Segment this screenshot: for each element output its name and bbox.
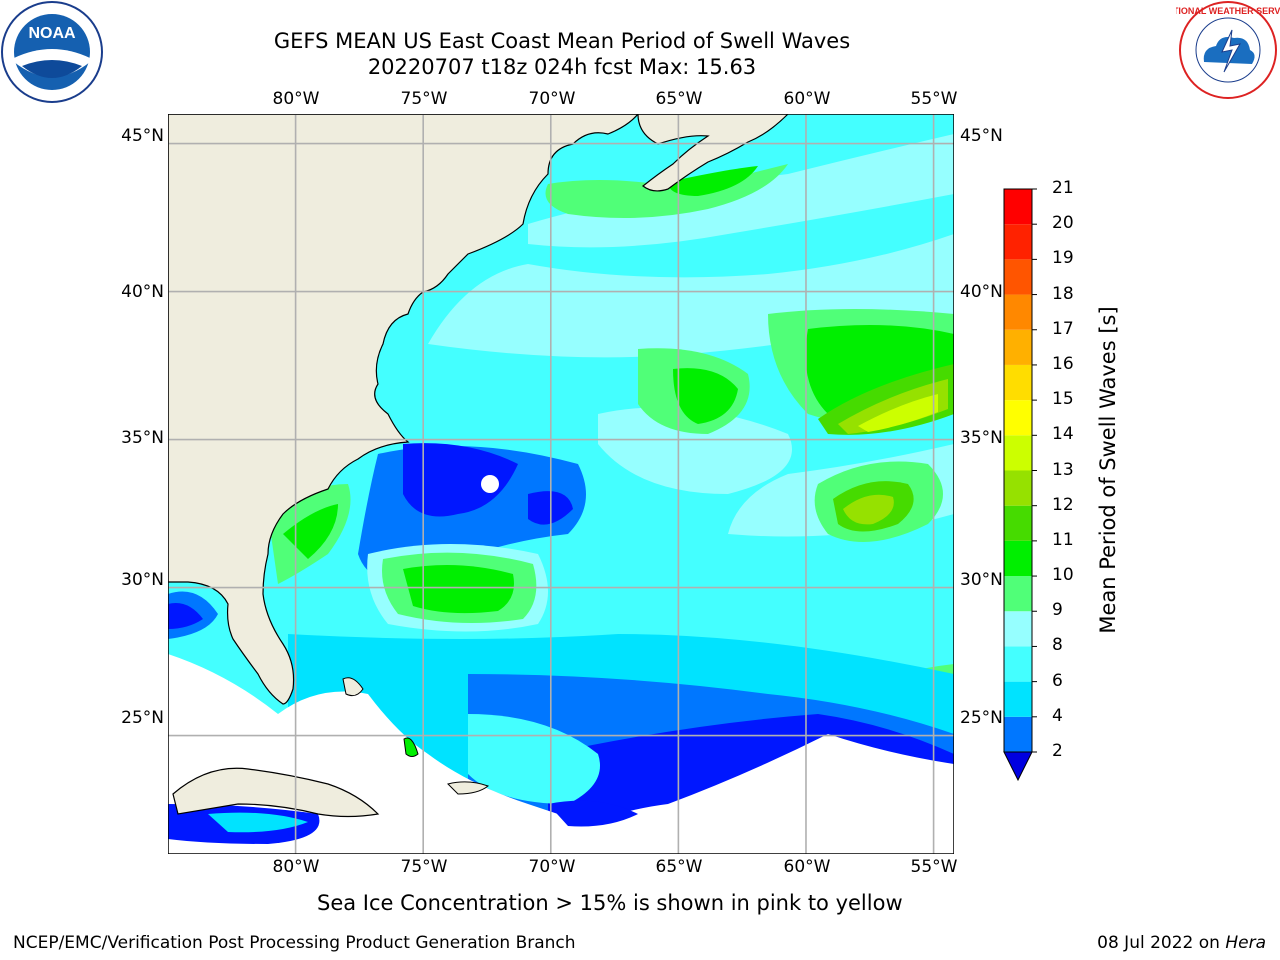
contour-8-9-b <box>598 407 792 494</box>
colorbar-segment <box>1004 189 1032 225</box>
low-period-cuba-b <box>208 812 308 833</box>
lon-tick-bottom: 75°W <box>400 857 448 877</box>
lat-tick-left: 45°N <box>121 126 164 146</box>
lat-tick-right: 25°N <box>960 708 1003 728</box>
lat-tick-left: 25°N <box>121 708 164 728</box>
low-period-fl2 <box>168 603 203 629</box>
lon-tick-bottom: 70°W <box>528 857 576 877</box>
lat-tick-right: 30°N <box>960 570 1003 590</box>
contour-10-11-c <box>673 368 738 424</box>
colorbar-tick-label: 8 <box>1052 635 1063 656</box>
colorbar-segment <box>1004 681 1032 717</box>
contour-10-11-coast <box>283 504 338 559</box>
lon-tick-top: 80°W <box>272 89 320 109</box>
land-andros <box>403 737 419 757</box>
sea-ice-caption: Sea Ice Concentration > 15% is shown in … <box>317 891 903 915</box>
colorbar-tick-label: 14 <box>1052 424 1074 445</box>
colorbar-segment <box>1004 329 1032 365</box>
lat-tick-right: 40°N <box>960 282 1003 302</box>
land-bahamas <box>342 677 364 697</box>
footer-host: Hera <box>1225 933 1266 953</box>
colorbar-segment <box>1004 435 1032 471</box>
contour-10-11-north <box>668 166 758 196</box>
contour-12-13-ne <box>838 379 948 434</box>
lon-tick-bottom: 80°W <box>272 857 320 877</box>
contour-9-10-north <box>545 164 788 218</box>
lon-tick-bottom: 60°W <box>783 857 831 877</box>
colorbar-tick-label: 4 <box>1052 705 1063 726</box>
colorbar-segment <box>1004 294 1032 330</box>
swell-period-map <box>168 114 954 854</box>
colorbar-segment <box>1004 505 1032 541</box>
lon-tick-bottom: 65°W <box>655 857 703 877</box>
colorbar-tick-label: 13 <box>1052 459 1074 480</box>
lon-tick-bottom: 55°W <box>910 857 958 877</box>
colorbar-tick-label: 2 <box>1052 741 1063 761</box>
colorbar-tick-label: 16 <box>1052 353 1074 374</box>
no-data-se <box>548 734 954 854</box>
colorbar-segment <box>1004 470 1032 506</box>
colorbar-segment <box>1004 576 1032 612</box>
colorbar-segment <box>1004 224 1032 260</box>
land-canada <box>637 114 789 192</box>
nws-logo: NATIONAL WEATHER SERVICE <box>1176 1 1280 99</box>
colorbar-segment <box>1004 611 1032 647</box>
colorbar-tick-label: 15 <box>1052 389 1074 410</box>
contour-4-6-s2 <box>468 714 600 804</box>
colorbar-segment <box>1004 400 1032 436</box>
noaa-logo-text: NOAA <box>28 25 76 42</box>
noaa-logo: NOAA <box>1 1 103 103</box>
land-cuba <box>172 767 380 818</box>
lat-tick-right: 45°N <box>960 126 1003 146</box>
no-data-hole <box>481 475 499 493</box>
nws-logo-text: NATIONAL WEATHER SERVICE <box>1176 6 1280 16</box>
colorbar-tick-label: 18 <box>1052 283 1074 304</box>
colorbar-tick-label: 21 <box>1052 178 1074 198</box>
colorbar-extend <box>1003 751 1033 782</box>
colorbar-tick-label: 19 <box>1052 248 1074 269</box>
contour-10-11-w <box>403 565 514 614</box>
colorbar-segment <box>1004 716 1032 752</box>
colorbar-tick-label: 17 <box>1052 318 1074 339</box>
graticule <box>168 114 954 854</box>
lat-tick-right: 35°N <box>960 428 1003 448</box>
chart-subtitle: 20220707 t18z 024h fcst Max: 15.63 <box>367 55 757 79</box>
footer-date: 08 Jul 2022 on <box>1097 933 1226 953</box>
lon-tick-top: 75°W <box>400 89 448 109</box>
colorbar-tick-label: 11 <box>1052 529 1074 550</box>
colorbar-tick-label: 9 <box>1052 600 1063 621</box>
land-hispaniola <box>447 781 490 795</box>
contour-12-13-e <box>843 494 894 525</box>
contour-13-14-ne <box>858 394 938 432</box>
lon-tick-top: 65°W <box>655 89 703 109</box>
colorbar <box>1003 188 1037 782</box>
colorbar-segment <box>1004 646 1032 682</box>
contour-2-4-core <box>403 443 518 517</box>
low-period-edge <box>548 800 638 827</box>
lat-tick-left: 40°N <box>121 282 164 302</box>
colorbar-tick-labels: 2 4 6 8 9 10 11 12 13 14 15 16 17 18 19 20 21 <box>1052 178 1092 761</box>
colorbar-tick-label: 12 <box>1052 494 1074 515</box>
footer-left: NCEP/EMC/Verification Post Processing Pr… <box>13 933 576 953</box>
colorbar-segment <box>1004 364 1032 401</box>
land-us <box>168 114 639 705</box>
colorbar-tick-label: 6 <box>1052 670 1063 691</box>
colorbar-tick-label: 10 <box>1052 565 1074 586</box>
lat-tick-left: 35°N <box>121 428 164 448</box>
lon-tick-top: 55°W <box>910 89 958 109</box>
colorbar-title: Mean Period of Swell Waves [s] <box>1096 306 1120 634</box>
colorbar-segment <box>1004 540 1032 577</box>
colorbar-segment <box>1004 259 1032 295</box>
colorbar-tick-label: 20 <box>1052 213 1074 234</box>
lon-tick-top: 60°W <box>783 89 831 109</box>
chart-title: GEFS MEAN US East Coast Mean Period of S… <box>273 29 851 53</box>
lat-tick-left: 30°N <box>121 570 164 590</box>
lon-tick-top: 70°W <box>528 89 576 109</box>
footer-right: 08 Jul 2022 on Hera <box>1097 933 1266 953</box>
